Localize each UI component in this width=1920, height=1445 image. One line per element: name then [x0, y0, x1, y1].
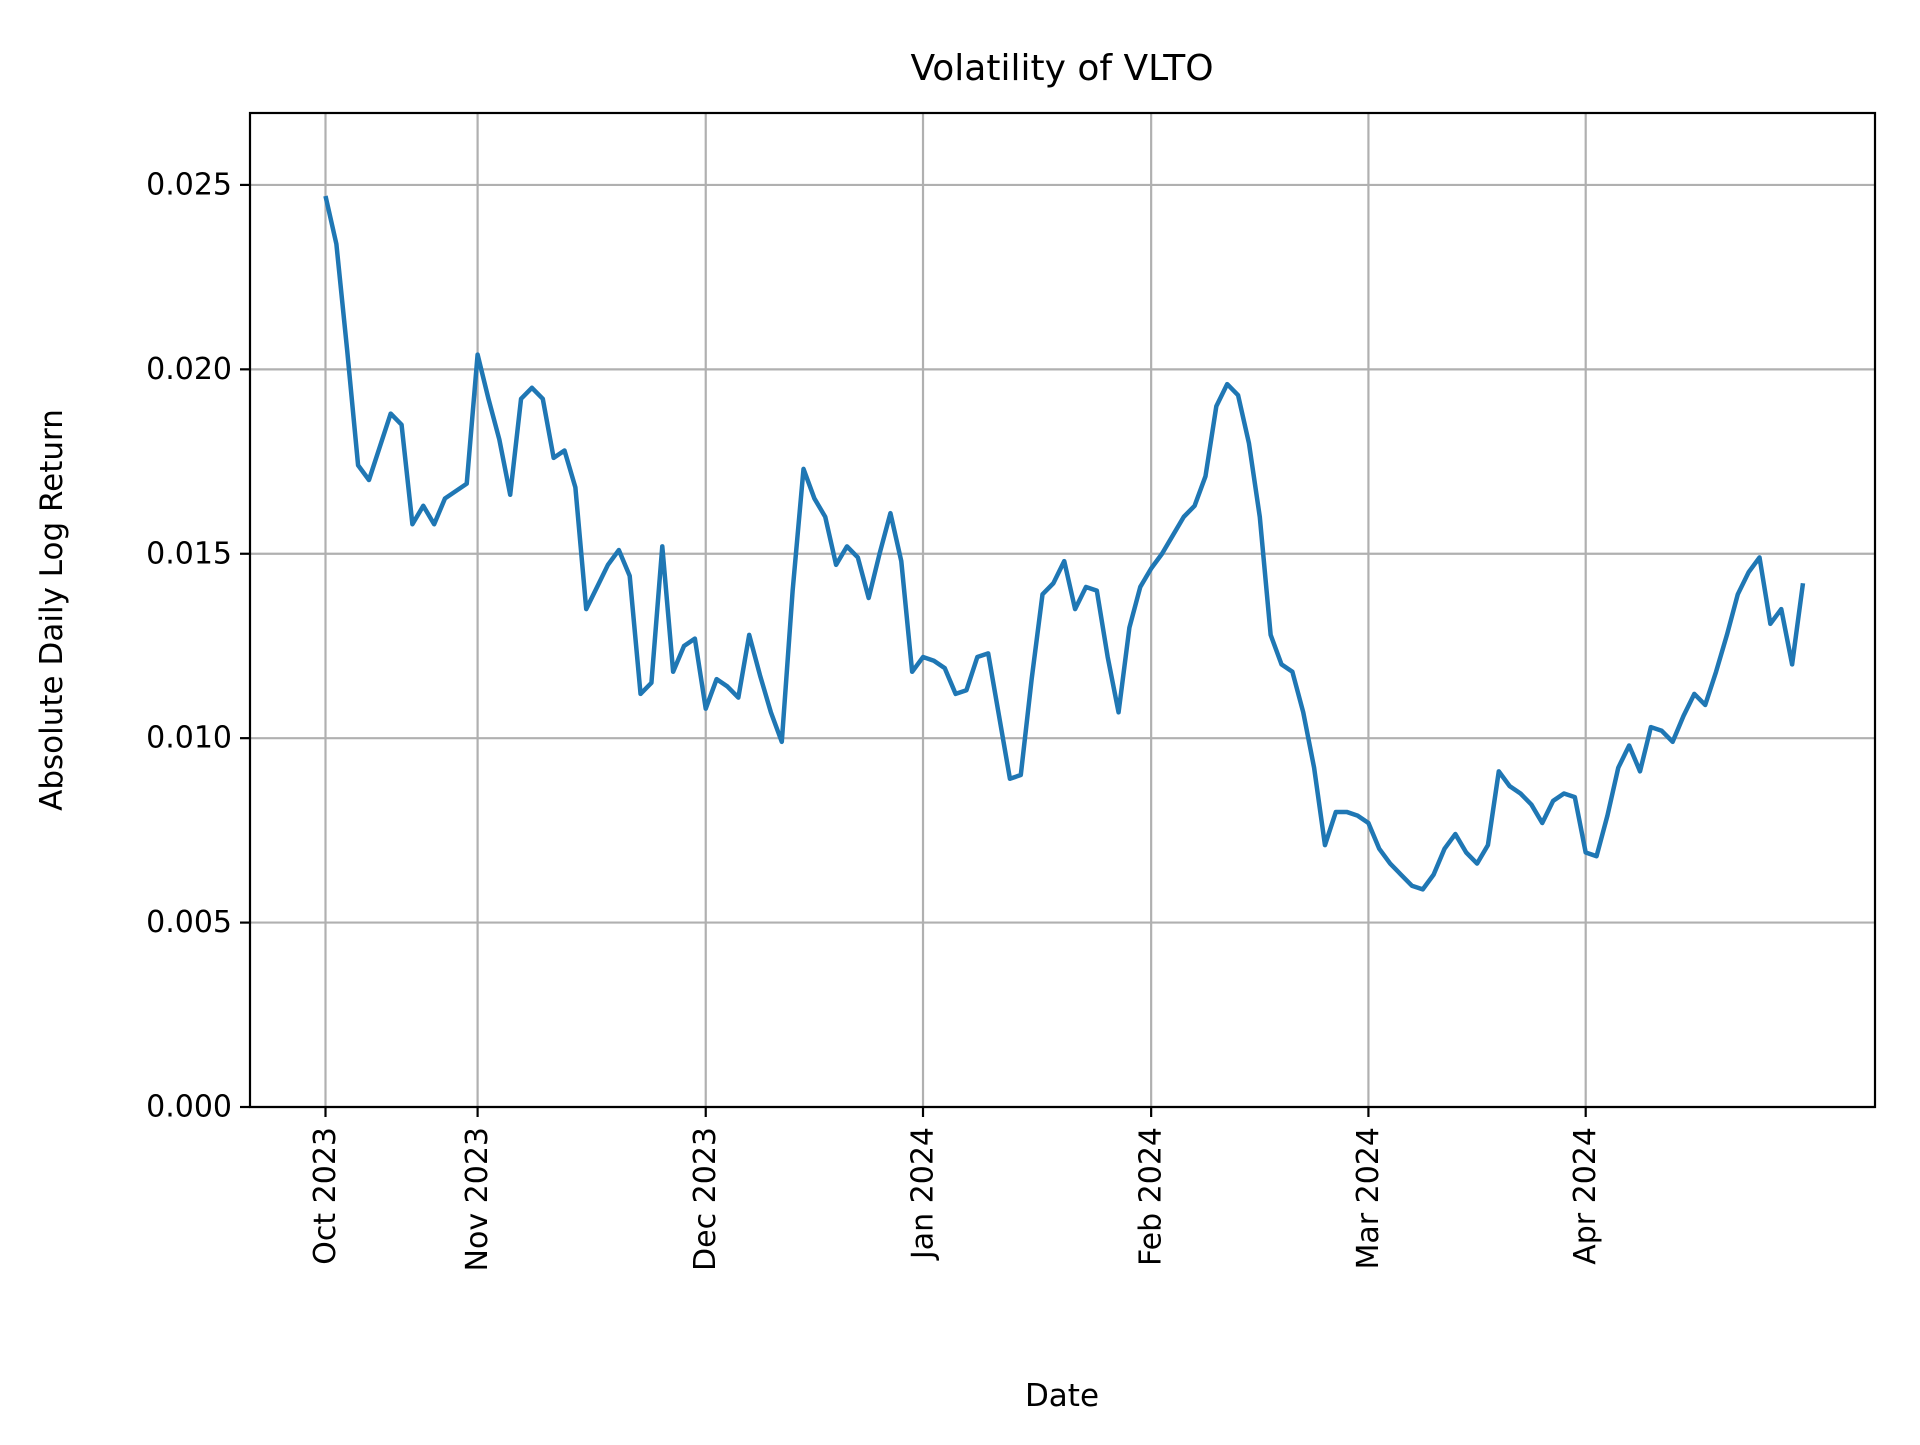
x-tick-label: Mar 2024 [1351, 1127, 1386, 1270]
x-tick-label: Jan 2024 [906, 1127, 941, 1261]
y-tick-label: 0.000 [146, 1090, 232, 1125]
x-tick-label: Nov 2023 [460, 1127, 495, 1271]
grid-layer [250, 113, 1875, 1109]
y-axis-label: Absolute Daily Log Return [34, 409, 70, 811]
y-tick-label: 0.005 [146, 905, 232, 940]
y-tick-label: 0.015 [146, 536, 232, 571]
tick-layer: Oct 2023 Nov 2023 Dec 2023 Jan 2024 Feb 2024… [146, 167, 1603, 1271]
x-tick-label: Dec 2023 [688, 1127, 723, 1271]
x-tick-label: Oct 2023 [308, 1127, 343, 1265]
series-line [323, 195, 1806, 892]
x-tick-label: Apr 2024 [1568, 1127, 1603, 1265]
y-tick-label: 0.020 [146, 352, 232, 387]
series-layer [323, 195, 1806, 892]
x-tick-label: Feb 2024 [1134, 1127, 1169, 1266]
y-tick-label: 0.010 [146, 721, 232, 756]
plot-spines [248, 111, 1877, 1109]
chart-title: Volatility of VLTO [910, 48, 1213, 89]
y-tick-label: 0.025 [146, 167, 232, 202]
x-axis-label: Date [1025, 1378, 1099, 1414]
